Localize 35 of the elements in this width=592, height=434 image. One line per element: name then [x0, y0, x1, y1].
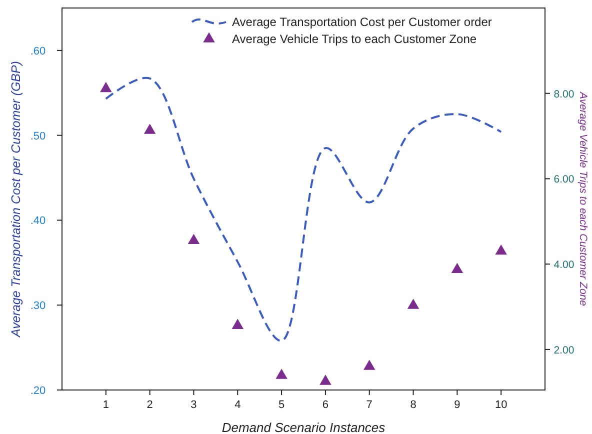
x-tick-label: 3 [190, 399, 197, 411]
x-tick-label: 4 [234, 399, 241, 411]
point [188, 234, 200, 244]
point [407, 298, 420, 309]
point [451, 262, 464, 274]
x-tick-label: 8 [410, 399, 416, 411]
point [320, 374, 332, 385]
x-tick-label: 1 [102, 399, 109, 411]
point [363, 360, 376, 370]
y-tick-label: .50 [30, 130, 46, 142]
point [100, 82, 112, 92]
point [495, 244, 507, 255]
y-tick-label: .60 [30, 45, 46, 58]
x-tick-label: 2 [146, 399, 153, 411]
point [232, 318, 244, 329]
x-tick-label: 5 [278, 399, 285, 411]
y2-axis-title: Average Vehicle Trips to each Customer Zone [577, 91, 589, 306]
y-tick-label: .20 [30, 385, 46, 397]
legend-label: Average Transportation Cost per Customer order [232, 15, 492, 29]
x-tick-label: 7 [366, 399, 372, 411]
line-series [104, 77, 502, 342]
y2-tick-label: 8.00 [554, 88, 574, 100]
y-axis-title: Average Transportation Cost per Customer (GBP) [9, 60, 23, 338]
x-tick-label: 6 [322, 399, 329, 411]
y-tick-label: .40 [30, 215, 46, 228]
point [276, 368, 288, 379]
point [144, 124, 156, 134]
y2-tick-label: 2.00 [554, 344, 574, 356]
x-axis-title: Demand Scenario Instances [222, 420, 386, 434]
y-tick-label: .30 [30, 300, 46, 312]
legend-label: Average Vehicle Trips to each Customer Zone [232, 32, 477, 46]
y2-tick-label: 6.00 [554, 174, 574, 186]
x-tick-label: 10 [494, 399, 508, 411]
y2-tick-label: 4.00 [554, 259, 574, 272]
x-tick-label: 9 [454, 399, 460, 411]
